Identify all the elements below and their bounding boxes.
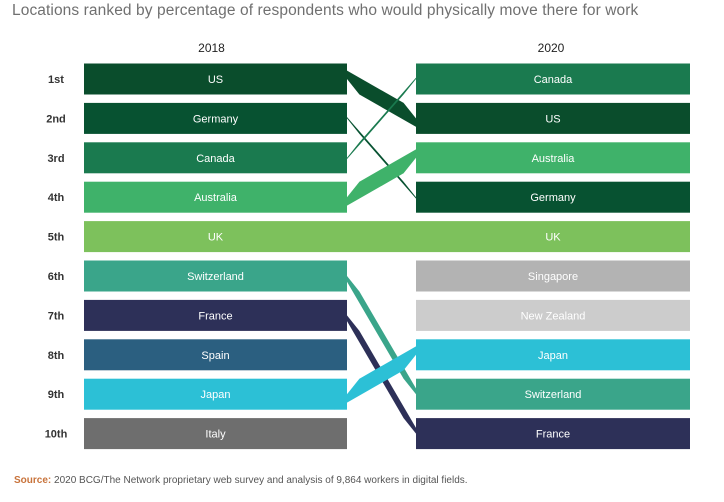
bars: US US Germany Germany Canada Canada Australia A…: [84, 63, 690, 450]
rank-labels: 1st 2nd 3rd 4th 5th 6th 7th 8th 9th 10th: [45, 74, 68, 441]
bar-label-2018-switzerland: Switzerland: [187, 271, 244, 283]
rank-label-7th: 7th: [48, 310, 65, 322]
bar-label-2018-germany: Germany: [193, 113, 239, 125]
rank-label-4th: 4th: [48, 192, 65, 204]
connector-germany: [334, 102, 429, 213]
bar-label-2018-australia: Australia: [194, 192, 238, 204]
bar-label-2018-us: US: [208, 74, 223, 86]
bar-2018-canada: [84, 142, 347, 174]
bar-label-2020-uk: UK: [545, 232, 561, 244]
bar-label-2020-canada: Canada: [534, 74, 573, 86]
bar-label-2020-singapore: Singapore: [528, 271, 578, 283]
bar-2018-australia: [84, 181, 347, 213]
bar-label-2018-italy: Italy: [205, 429, 226, 441]
source-note: Source: 2020 BCG/The Network proprietary…: [14, 475, 468, 486]
bar-2018-italy: [84, 418, 347, 450]
bar-2020-germany: [416, 181, 690, 213]
bar-label-2020-germany: Germany: [530, 192, 576, 204]
column-headers: 2018 2020: [198, 41, 565, 55]
bar-2018-germany: [84, 102, 347, 134]
bar-label-2020-france: France: [536, 429, 570, 441]
connector-us: [334, 63, 429, 134]
connector-canada: [334, 63, 429, 174]
source-text: 2020 BCG/The Network proprietary web sur…: [54, 475, 468, 486]
bar-label-2020-new-zealand: New Zealand: [521, 310, 586, 322]
chart-title: Locations ranked by percentage of respon…: [12, 2, 639, 19]
rank-label-1st: 1st: [48, 74, 64, 86]
rank-label-8th: 8th: [48, 350, 65, 362]
column-header-2018: 2018: [198, 41, 225, 55]
bar-label-2020-switzerland: Switzerland: [525, 389, 582, 401]
bar-2020-japan: [416, 339, 690, 371]
bar-label-2018-spain: Spain: [201, 350, 229, 362]
rank-label-9th: 9th: [48, 389, 65, 401]
bar-label-2018-japan: Japan: [201, 389, 231, 401]
rank-label-6th: 6th: [48, 271, 65, 283]
bar-2018-switzerland: [84, 260, 347, 292]
bar-2018-japan: [84, 378, 347, 410]
rank-label-2nd: 2nd: [46, 113, 66, 125]
bar-label-2018-france: France: [198, 310, 232, 322]
source-label: Source:: [14, 475, 52, 486]
connectors: [334, 63, 429, 450]
bar-2018-france: [84, 299, 347, 331]
bar-2018-spain: [84, 339, 347, 371]
bar-2020-switzerland: [416, 378, 690, 410]
bar-label-2020-us: US: [545, 113, 560, 125]
rank-label-3rd: 3rd: [47, 153, 64, 165]
bar-label-2020-japan: Japan: [538, 350, 568, 362]
connector-switzerland: [334, 260, 429, 410]
bar-2020-france: [416, 418, 690, 450]
bar-2020-us: [416, 102, 690, 134]
bump-chart: 2018 2020 1st 2nd 3rd 4th 5th 6th 7th 8th 9th 10th…: [45, 41, 690, 450]
connector-australia: [334, 142, 429, 213]
bar-2018-us: [84, 63, 347, 95]
column-header-2020: 2020: [538, 41, 565, 55]
bar-2020-canada: [416, 63, 690, 95]
bar-2020-new-zealand: [416, 299, 690, 331]
bar-label-2018-uk: UK: [208, 232, 224, 244]
bar-span-uk: [84, 221, 690, 253]
bar-label-2018-canada: Canada: [196, 153, 235, 165]
bar-label-2020-australia: Australia: [532, 153, 576, 165]
bar-2020-australia: [416, 142, 690, 174]
bar-2020-singapore: [416, 260, 690, 292]
rank-label-10th: 10th: [45, 429, 68, 441]
rank-label-5th: 5th: [48, 232, 65, 244]
connector-japan: [334, 339, 429, 410]
